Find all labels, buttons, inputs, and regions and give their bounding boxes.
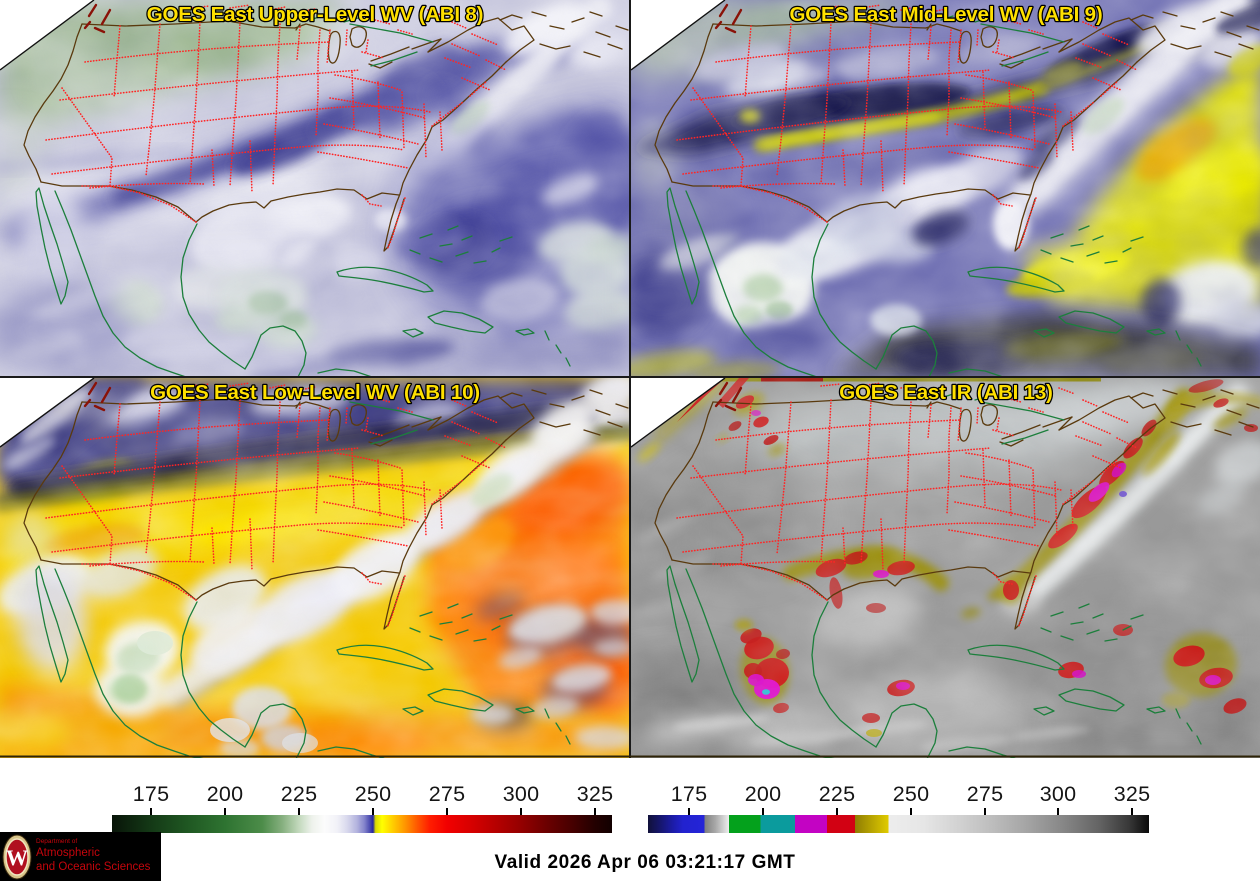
svg-text:GOES East Mid-Level WV (ABI 9): GOES East Mid-Level WV (ABI 9) [790, 3, 1103, 26]
svg-text:Atmospheric: Atmospheric [36, 847, 100, 859]
svg-text:Department of: Department of [36, 838, 77, 845]
svg-text:GOES East Low-Level WV (ABI 10: GOES East Low-Level WV (ABI 10) [150, 381, 480, 404]
svg-text:GOES East Upper-Level WV (ABI: GOES East Upper-Level WV (ABI 8) [147, 3, 483, 26]
svg-text:and Oceanic Sciences: and Oceanic Sciences [36, 861, 151, 873]
svg-text:W: W [6, 845, 28, 870]
svg-text:GOES East IR (ABI 13): GOES East IR (ABI 13) [839, 381, 1052, 404]
